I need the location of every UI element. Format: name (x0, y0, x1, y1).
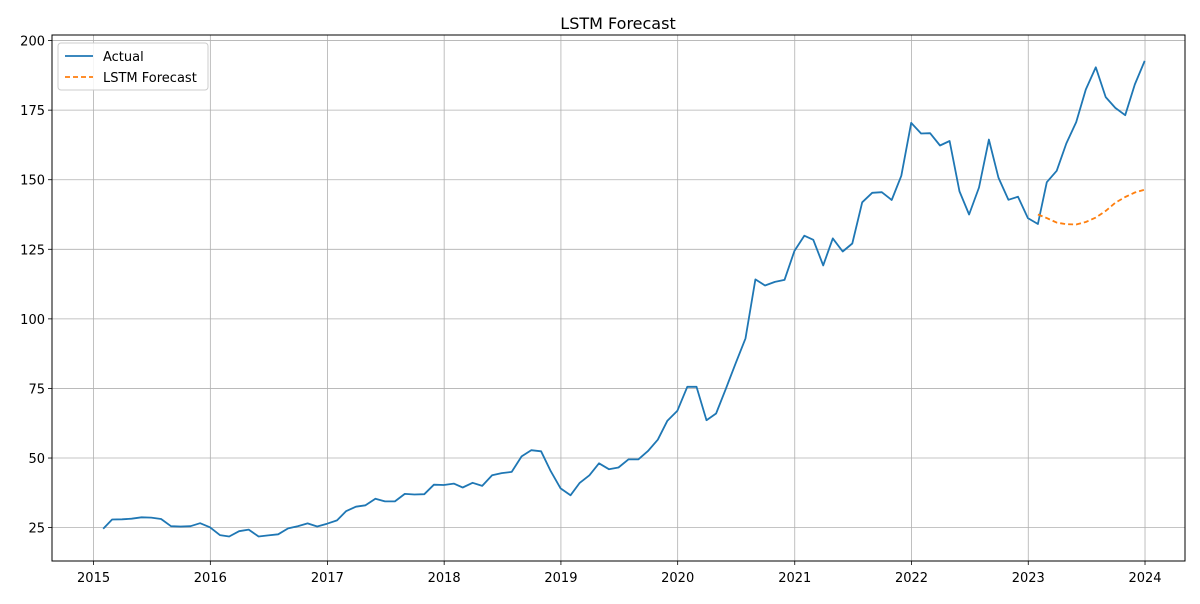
legend: Actual LSTM Forecast (57, 42, 209, 91)
y-tick-label: 150 (20, 174, 45, 189)
legend-box (57, 42, 209, 91)
y-tick-label: 200 (20, 35, 45, 50)
y-tick-label: 25 (28, 522, 45, 537)
y-tick-label: 100 (20, 313, 45, 328)
series-layer (102, 60, 1146, 538)
x-tick-label: 2017 (311, 571, 344, 586)
chart-title: LSTM Forecast (560, 14, 675, 33)
y-tick-label: 125 (20, 243, 45, 258)
y-tick-label: 75 (28, 382, 45, 397)
x-tick-label: 2016 (194, 571, 227, 586)
x-tick-label: 2015 (77, 571, 110, 586)
forecast-series-line (1037, 188, 1145, 226)
y-tick-label: 50 (28, 452, 45, 467)
axes: 2015 2016 2017 2018 2019 2020 2021 2022 2023 2024… (20, 35, 1161, 586)
y-tick-label: 175 (20, 104, 45, 119)
legend-label-forecast: LSTM Forecast (103, 71, 197, 86)
x-tick-label: 2023 (1012, 571, 1045, 586)
legend-label-actual: Actual (103, 50, 144, 65)
x-tick-label: 2019 (544, 571, 577, 586)
x-tick-label: 2020 (661, 571, 694, 586)
x-tick-label: 2022 (895, 571, 928, 586)
actual-series-line (102, 60, 1146, 538)
x-tick-label: 2021 (778, 571, 811, 586)
x-tick-label: 2024 (1128, 571, 1161, 586)
plot-area-frame (51, 34, 1186, 562)
x-tick-label: 2018 (428, 571, 461, 586)
